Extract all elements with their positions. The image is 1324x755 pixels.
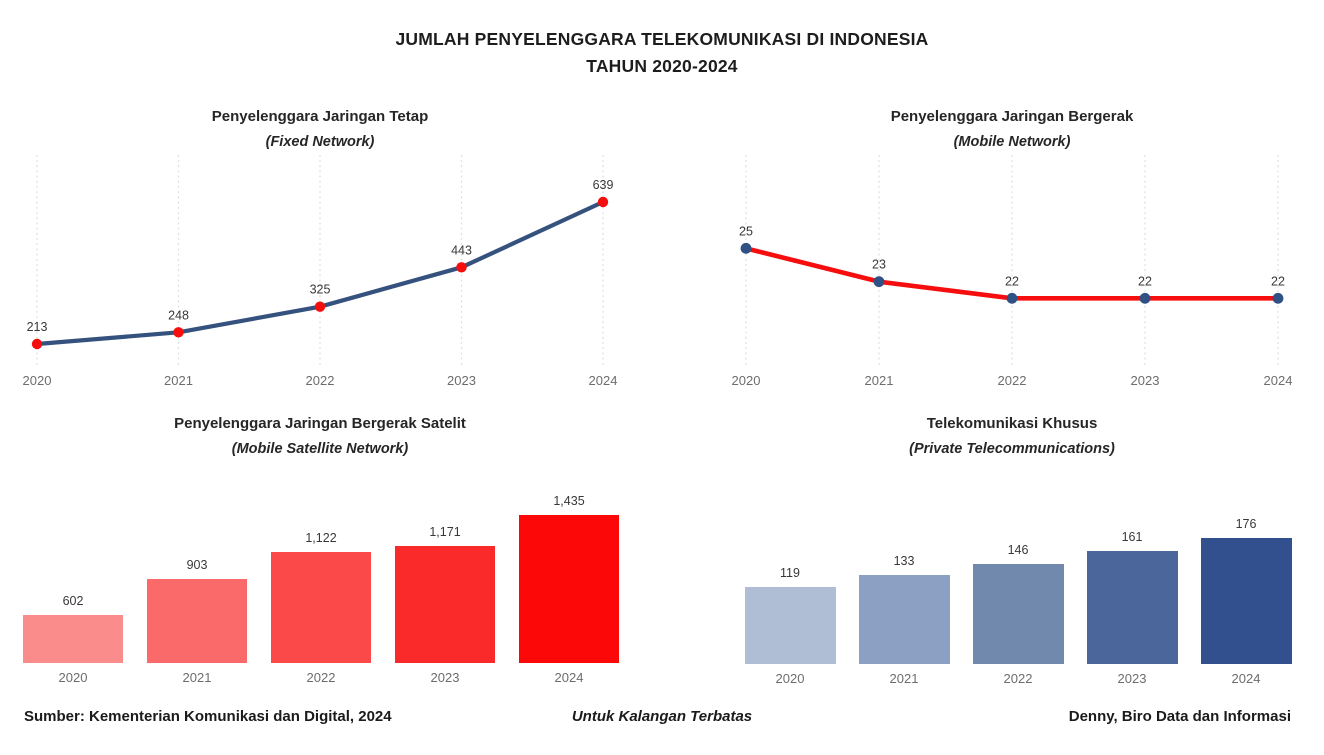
bar-2020 <box>744 587 836 664</box>
value-label: 133 <box>893 554 915 569</box>
data-point <box>1272 292 1284 304</box>
x-tick-label: 2023 <box>430 670 460 685</box>
chart-subtitle-text: (Private Telecommunications) <box>909 441 1115 457</box>
x-tick-label: 2021 <box>164 373 193 388</box>
footer-classification: Untuk Kalangan Terbatas <box>571 708 753 725</box>
chart-title-text: Telekomunikasi Khusus <box>926 415 1098 432</box>
bar-2023 <box>1086 551 1178 664</box>
value-label: 25 <box>739 224 753 238</box>
data-point <box>314 301 326 312</box>
value-label: 22 <box>1005 274 1019 288</box>
x-tick-label: 2023 <box>447 373 476 388</box>
chart-title-fixed-network: Penyelenggara Jaringan Tetap (Fixed Netw… <box>20 107 620 152</box>
chart-title-mobile-satellite: Penyelenggara Jaringan Bergerak Satelit … <box>20 414 620 459</box>
x-tick-label: 2020 <box>775 671 805 686</box>
chart-subtitle-text: (Mobile Network) <box>953 134 1071 150</box>
chart-title-text: Penyelenggara Jaringan Tetap <box>211 108 429 125</box>
x-tick-label: 2023 <box>1117 671 1147 686</box>
data-point <box>740 242 752 254</box>
x-tick-label: 2021 <box>864 373 894 388</box>
value-label: 22 <box>1138 274 1152 288</box>
x-tick-label: 2020 <box>731 373 761 388</box>
x-tick-label: 2022 <box>305 373 335 388</box>
value-label: 1,435 <box>553 493 585 508</box>
x-tick-label: 2022 <box>1003 671 1033 686</box>
x-tick-label: 2024 <box>1231 671 1261 686</box>
chart-title-mobile-network: Penyelenggara Jaringan Bergerak (Mobile … <box>726 107 1298 152</box>
value-label: 119 <box>780 566 800 581</box>
chart-title-text: Penyelenggara Jaringan Bergerak <box>890 108 1134 125</box>
chart-title-text: Penyelenggara Jaringan Bergerak Satelit <box>174 415 466 432</box>
value-label: 443 <box>451 243 472 257</box>
x-tick-label: 2022 <box>997 373 1027 388</box>
data-point <box>873 276 885 288</box>
chart-title-private-telecom: Telekomunikasi Khusus (Private Telecommu… <box>726 414 1298 459</box>
page-title-line1: JUMLAH PENYELENGGARA TELEKOMUNIKASI DI I… <box>395 29 929 49</box>
x-tick-label: 2022 <box>306 670 336 685</box>
x-tick-label: 2023 <box>1130 373 1160 388</box>
value-label: 903 <box>186 557 208 572</box>
x-tick-label: 2024 <box>554 670 584 685</box>
value-label: 161 <box>1121 530 1143 545</box>
x-tick-label: 2021 <box>889 671 919 686</box>
page-title-line2: TAHUN 2020-2024 <box>586 56 738 76</box>
bar-2021 <box>147 578 247 663</box>
bar-2022 <box>972 563 1064 664</box>
data-point <box>1006 292 1018 304</box>
value-label: 248 <box>168 308 189 322</box>
data-point <box>31 338 43 350</box>
value-label: 23 <box>872 258 886 272</box>
chart-subtitle-text: (Fixed Network) <box>265 134 375 150</box>
bar-2024 <box>519 514 619 663</box>
data-point <box>456 262 467 273</box>
value-label: 213 <box>27 320 48 334</box>
value-label: 325 <box>310 283 331 297</box>
value-label: 176 <box>1235 517 1257 532</box>
footer-source: Sumber: Kementerian Komunikasi dan Digit… <box>24 708 392 725</box>
bar-2021 <box>858 575 950 664</box>
value-label: 602 <box>62 593 84 608</box>
x-tick-label: 2021 <box>182 670 212 685</box>
data-point <box>1139 292 1151 304</box>
value-label: 639 <box>593 178 614 192</box>
page-title: JUMLAH PENYELENGGARA TELEKOMUNIKASI DI I… <box>0 26 1324 80</box>
data-point <box>597 196 609 208</box>
value-label: 1,171 <box>429 525 461 540</box>
value-label: 1,122 <box>305 531 337 546</box>
x-tick-label: 2024 <box>588 373 618 388</box>
data-point <box>173 327 184 338</box>
footer-credit: Denny, Biro Data dan Informasi <box>1068 708 1291 725</box>
bar-2020 <box>23 614 123 663</box>
bar-2023 <box>395 546 495 663</box>
bar-2022 <box>271 552 371 663</box>
chart-subtitle-text: (Mobile Satellite Network) <box>231 441 409 457</box>
x-tick-label: 2020 <box>58 670 88 685</box>
x-tick-label: 2020 <box>22 373 52 388</box>
value-label: 22 <box>1271 274 1285 288</box>
mobile-network-plot: 25 23 22 22 22 <box>739 155 1285 365</box>
value-label: 146 <box>1007 542 1029 557</box>
bar-2024 <box>1200 538 1292 664</box>
x-tick-label: 2024 <box>1263 373 1293 388</box>
fixed-network-plot: 213 248 325 443 639 <box>27 155 614 365</box>
